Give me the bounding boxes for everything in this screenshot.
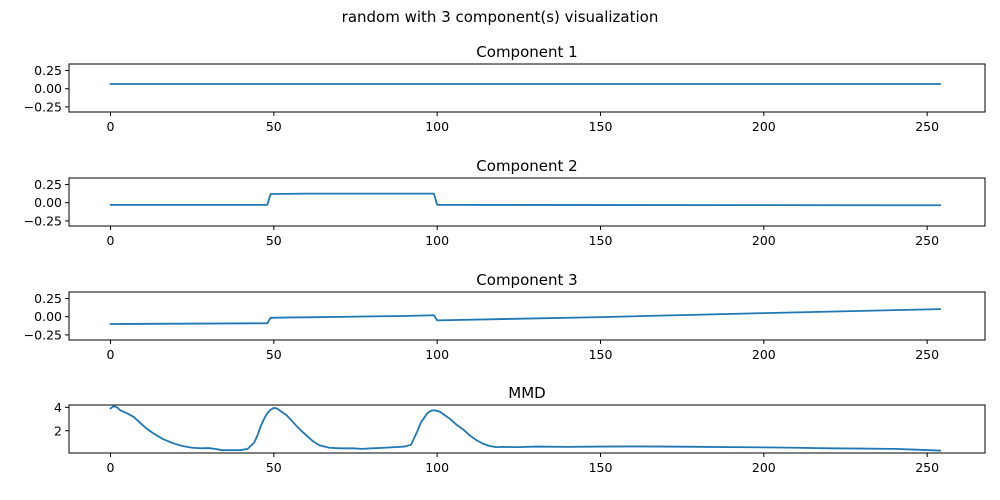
x-tick-label: 200 <box>752 347 776 362</box>
x-tick-label: 50 <box>266 119 282 134</box>
y-tick-label: −0.25 <box>24 213 62 228</box>
x-tick-label: 100 <box>425 347 449 362</box>
y-tick-label: 0.25 <box>34 63 62 78</box>
y-tick-label: 0.00 <box>34 195 62 210</box>
x-tick-label: 100 <box>425 119 449 134</box>
x-tick-label: 50 <box>266 233 282 248</box>
x-tick-label: 50 <box>266 347 282 362</box>
subplots: Component 10 50 100 150 200 2500.250.00−0.25C… <box>24 43 986 475</box>
subplot-title: Component 1 <box>476 43 577 61</box>
series-line <box>109 405 942 452</box>
x-tick-label: 250 <box>915 460 939 475</box>
x-tick-label: 150 <box>589 460 613 475</box>
x-tick-label: 250 <box>915 233 939 248</box>
y-tick-label: −0.25 <box>24 99 62 114</box>
series-line <box>109 308 942 325</box>
y-tick-label: −0.25 <box>24 327 62 342</box>
subplot-1: Component 1 0 50 100 150 200 250 0.25 0.00 −0.25 <box>24 43 986 134</box>
x-tick-label: 0 <box>107 460 115 475</box>
x-tick-label: 200 <box>752 233 776 248</box>
subplot-2: Component 2 0 50 100 150 200 250 0.25 0.00 −0.25 <box>24 157 986 248</box>
series-line <box>109 192 942 207</box>
axes-frame <box>68 291 986 341</box>
subplot-4: MMD 0 50 100 150 200 250 4 2 <box>54 384 986 475</box>
y-tick-label: 0.00 <box>34 81 62 96</box>
axes-frame <box>68 404 986 454</box>
y-tick-label: 4 <box>54 400 62 415</box>
x-tick-label: 50 <box>266 460 282 475</box>
x-tick-label: 0 <box>107 233 115 248</box>
subplot-3: Component 3 0 50 100 150 200 250 0.25 0.00 −0.25 <box>24 271 986 362</box>
subplot-title: Component 3 <box>476 271 577 289</box>
x-tick-label: 0 <box>107 119 115 134</box>
y-tick-label: 0.00 <box>34 309 62 324</box>
x-tick-label: 200 <box>752 460 776 475</box>
x-tick-label: 150 <box>589 233 613 248</box>
y-tick-label: 2 <box>54 423 62 438</box>
axes-frame <box>68 177 986 227</box>
figure-suptitle: random with 3 component(s) visualization <box>342 8 659 26</box>
x-tick-label: 100 <box>425 233 449 248</box>
subplot-title: MMD <box>508 384 545 402</box>
axes-frame <box>68 63 986 113</box>
x-tick-label: 150 <box>589 119 613 134</box>
x-tick-label: 150 <box>589 347 613 362</box>
subplot-title: Component 2 <box>476 157 577 175</box>
x-tick-label: 0 <box>107 347 115 362</box>
x-tick-label: 100 <box>425 460 449 475</box>
x-tick-label: 250 <box>915 347 939 362</box>
x-tick-label: 200 <box>752 119 776 134</box>
y-tick-label: 0.25 <box>34 291 62 306</box>
y-tick-label: 0.25 <box>34 177 62 192</box>
x-tick-label: 250 <box>915 119 939 134</box>
